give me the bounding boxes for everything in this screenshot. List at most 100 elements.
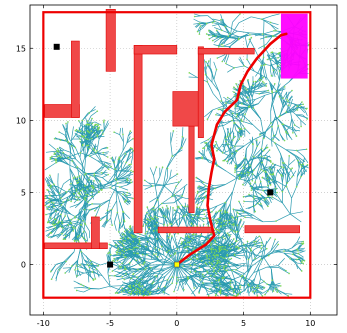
tree-edge <box>242 222 245 227</box>
tree-node <box>99 205 101 207</box>
tree-node <box>173 130 175 132</box>
tree-edge <box>121 211 122 220</box>
tree-node <box>139 233 141 235</box>
tree-node <box>217 254 219 256</box>
tree-node <box>224 265 226 267</box>
tree-node <box>288 155 290 157</box>
tree-node <box>49 195 51 197</box>
tree-node <box>177 279 179 281</box>
tree-node <box>108 244 110 246</box>
tree-node <box>263 287 265 289</box>
tree-node <box>82 188 84 190</box>
tree-node <box>185 246 187 248</box>
tree-edge <box>78 250 81 261</box>
tree-node <box>263 281 265 283</box>
tree-node <box>301 270 303 272</box>
tree-node <box>226 270 228 272</box>
tree-node <box>236 150 238 152</box>
tree-node <box>150 292 152 294</box>
tree-node <box>244 277 246 279</box>
tree-node <box>209 255 211 257</box>
tree-node <box>233 225 235 227</box>
tree-edge <box>99 286 110 289</box>
tree-node <box>264 199 266 201</box>
tree-node <box>220 37 222 39</box>
tree-node <box>222 45 224 47</box>
tree-node <box>208 225 210 227</box>
tree-node <box>130 277 132 279</box>
tree-edge <box>90 156 98 161</box>
tree-node <box>153 254 155 256</box>
tree-node <box>65 238 67 240</box>
tree-node <box>119 222 121 224</box>
tree-edge <box>285 294 292 295</box>
tree-node <box>164 286 166 288</box>
tree-node <box>126 178 128 180</box>
tree-node <box>128 164 130 166</box>
tree-node <box>234 171 236 173</box>
tree-node <box>169 223 171 225</box>
tree-edge <box>163 169 166 185</box>
tree-node <box>288 104 290 106</box>
tree-node <box>87 123 89 125</box>
tree-node <box>219 218 221 220</box>
tree-node <box>238 39 240 41</box>
tree-node <box>214 240 216 242</box>
tree-node <box>235 269 237 271</box>
tree-node <box>163 291 165 293</box>
tree-node <box>258 235 260 237</box>
tree-node <box>187 242 189 244</box>
tree-node <box>84 239 86 241</box>
tree-node <box>65 139 67 141</box>
tree-node <box>234 88 236 90</box>
tree-node <box>282 97 284 99</box>
tree-node <box>270 161 272 163</box>
tree-node <box>215 294 217 296</box>
tree-node <box>245 247 247 249</box>
tree-node <box>248 285 250 287</box>
tree-node <box>135 287 137 289</box>
tree-node <box>84 191 86 193</box>
tree-node <box>246 59 248 61</box>
tree-node <box>206 271 208 273</box>
tree-node <box>116 292 118 294</box>
tree-edge <box>297 237 300 243</box>
tree-node <box>235 164 237 166</box>
tree-node <box>241 172 243 174</box>
tree-node <box>220 246 222 248</box>
tree-node <box>122 193 124 195</box>
tree-node <box>200 234 202 236</box>
tree-edge <box>287 187 292 198</box>
tree-node <box>276 91 278 93</box>
tree-edge <box>81 252 83 264</box>
tree-node <box>263 64 265 66</box>
tree-node <box>206 33 208 35</box>
tree-node <box>167 224 169 226</box>
tree-node <box>136 291 138 293</box>
tree-node <box>74 216 76 218</box>
tree-node <box>225 295 227 297</box>
tree-node <box>88 179 90 181</box>
tree-node <box>238 131 240 133</box>
tree-node <box>79 235 81 237</box>
tree-node <box>237 174 239 176</box>
tree-edge <box>275 283 281 285</box>
tree-node <box>262 190 264 192</box>
tree-node <box>220 256 222 258</box>
tree-node <box>260 203 262 205</box>
tree-node <box>127 237 129 239</box>
tree-node <box>236 224 238 226</box>
tree-node <box>62 227 64 229</box>
tree-node <box>205 252 207 254</box>
tree-node <box>135 259 137 261</box>
tree-node <box>217 261 219 263</box>
tree-node <box>231 258 233 260</box>
tree-edge <box>194 14 200 16</box>
tree-node <box>267 175 269 177</box>
tree-node <box>306 148 308 150</box>
tree-node <box>298 257 300 259</box>
tree-node <box>130 170 132 172</box>
tree-node <box>120 238 122 240</box>
tree-node <box>224 258 226 260</box>
tree-node <box>73 193 75 195</box>
